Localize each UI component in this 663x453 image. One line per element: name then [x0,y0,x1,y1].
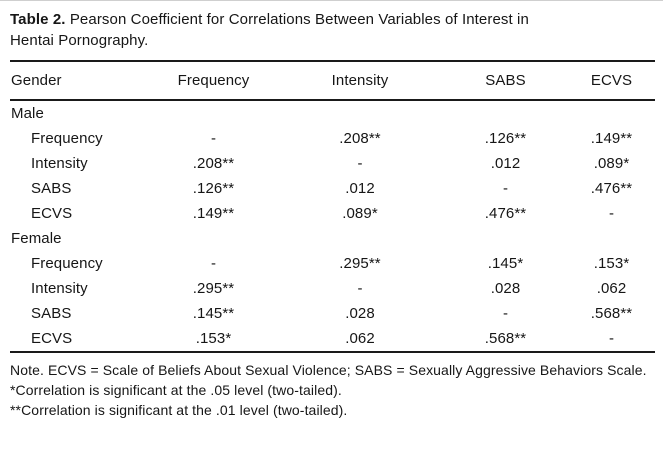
corr-cell: - [608,330,615,347]
col-header-gender: Gender [10,60,150,101]
note-significance-05: *Correlation is significant at the .05 l… [10,382,342,398]
row-label: Frequency [31,255,103,272]
row-male-ecvs: ECVS .149** .089* .476** - [10,201,655,226]
row-label: Frequency [31,130,103,147]
corr-cell: .208** [339,130,381,147]
row-female-ecvs: ECVS .153* .062 .568** - [10,326,655,352]
corr-cell: .145* [487,255,524,272]
row-label: ECVS [31,330,73,347]
table-title-line2: Hentai Pornography. [10,32,149,49]
row-label: Intensity [31,280,88,297]
corr-cell: .568** [590,305,633,322]
table-title: Table 2. Pearson Coefficient for Correla… [10,9,652,51]
table-title-line1: Pearson Coefficient for Correlations Bet… [69,11,529,28]
row-female-frequency: Frequency - .295** .145* .153* [10,251,655,276]
col-header-frequency: Frequency [150,60,277,101]
corr-cell: .568** [484,330,527,347]
correlation-table: Gender Frequency Intensity SABS ECVS Mal… [10,60,655,353]
corr-cell: .126** [192,180,235,197]
corr-cell: - [357,280,363,297]
corr-cell: .012 [345,180,375,197]
header-row: Gender Frequency Intensity SABS ECVS [10,60,655,101]
corr-cell: .208** [192,155,235,172]
corr-cell: .153* [195,330,232,347]
row-male-sabs: SABS .126** .012 - .476** [10,176,655,201]
group-label-female: Female [11,230,62,247]
corr-cell: - [608,205,615,222]
row-label: Intensity [31,155,88,172]
row-label: ECVS [31,205,73,222]
row-label: SABS [31,180,72,197]
corr-cell: .089* [593,155,630,172]
row-label: SABS [31,305,72,322]
corr-cell: - [357,155,363,172]
corr-cell: .295** [192,280,235,297]
corr-cell: .012 [490,155,521,172]
corr-cell: .089* [342,205,378,222]
corr-cell: .149** [192,205,235,222]
corr-cell: - [210,130,217,147]
col-header-intensity: Intensity [277,60,443,101]
row-male-intensity: Intensity .208** - .012 .089* [10,151,655,176]
corr-cell: .028 [345,305,375,322]
corr-cell: .149** [590,130,633,147]
row-female-sabs: SABS .145** .028 - .568** [10,301,655,326]
corr-cell: .295** [339,255,381,272]
corr-cell: - [502,180,509,197]
table-notes: Note. ECVS = Scale of Beliefs About Sexu… [10,360,655,420]
row-female-intensity: Intensity .295** - .028 .062 [10,276,655,301]
table-number: Table 2. [10,11,66,28]
row-male-frequency: Frequency - .208** .126** .149** [10,126,655,151]
corr-cell: .028 [490,280,521,297]
note-abbreviations: Note. ECVS = Scale of Beliefs About Sexu… [10,362,647,378]
corr-cell: .153* [593,255,630,272]
note-significance-01: **Correlation is significant at the .01 … [10,402,348,418]
corr-cell: - [210,255,217,272]
corr-cell: .476** [590,180,633,197]
corr-cell: .476** [484,205,527,222]
col-header-sabs: SABS [443,60,568,101]
group-row-male: Male [10,100,655,126]
group-row-female: Female [10,226,655,251]
group-label-male: Male [11,105,44,122]
col-header-ecvs: ECVS [568,60,655,101]
corr-cell: .062 [596,280,627,297]
corr-cell: .062 [345,330,375,347]
corr-cell: - [502,305,509,322]
corr-cell: .145** [192,305,235,322]
corr-cell: .126** [484,130,527,147]
